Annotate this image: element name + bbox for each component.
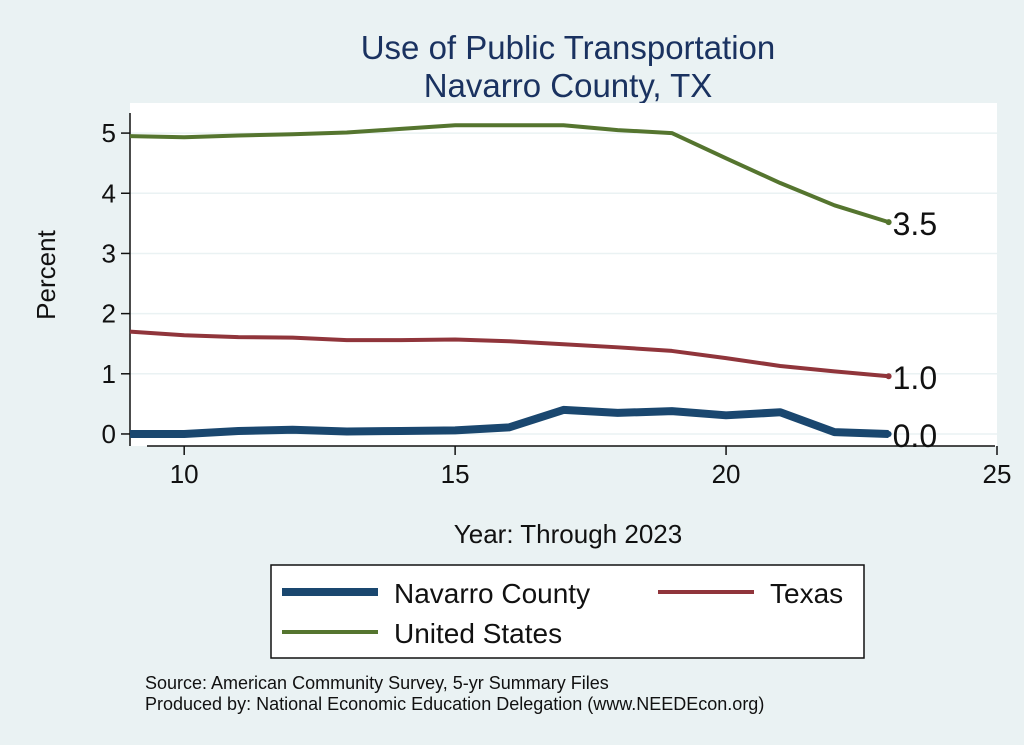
legend-label: Navarro County	[394, 578, 590, 609]
y-tick-label: 5	[102, 118, 116, 148]
x-tick-label: 10	[170, 459, 199, 489]
y-tick-label: 0	[102, 419, 116, 449]
x-tick-label: 25	[983, 459, 1012, 489]
series-end-point	[885, 219, 892, 226]
plot-area	[130, 103, 997, 446]
series-line-texas	[129, 329, 889, 379]
legend-box	[270, 564, 865, 659]
x-tick-label: 20	[712, 459, 741, 489]
axes: 0 1 2 3 4 5 10 15 20 25	[102, 113, 1012, 489]
series-end-point	[885, 373, 892, 380]
x-axis-title: Year: Through 2023	[454, 519, 682, 549]
y-tick-label: 3	[102, 238, 116, 268]
chart-title: Use of Public Transportation	[361, 29, 776, 66]
legend: Navarro County Texas United States	[270, 564, 865, 659]
y-axis-title: Percent	[31, 229, 61, 319]
end-value-label: 1.0	[893, 360, 937, 396]
end-value-label: 3.5	[893, 206, 937, 242]
series-line-navarro-county	[130, 405, 889, 438]
end-labels: 3.5 1.0 0.0	[885, 206, 937, 454]
end-value-label: 0.0	[893, 418, 937, 454]
series-lines	[129, 123, 890, 438]
x-tick-label: 15	[441, 459, 470, 489]
series-end-point	[885, 430, 892, 437]
legend-label: Texas	[770, 578, 843, 609]
chart-subtitle: Navarro County, TX	[424, 67, 713, 104]
series-line-united-states	[129, 123, 890, 225]
y-tick-label: 4	[102, 178, 116, 208]
y-tick-label: 2	[102, 299, 116, 329]
source-line-1: Source: American Community Survey, 5-yr …	[145, 673, 609, 693]
legend-label: United States	[394, 618, 562, 649]
y-tick-label: 1	[102, 359, 116, 389]
source-line-2: Produced by: National Economic Education…	[145, 694, 764, 714]
